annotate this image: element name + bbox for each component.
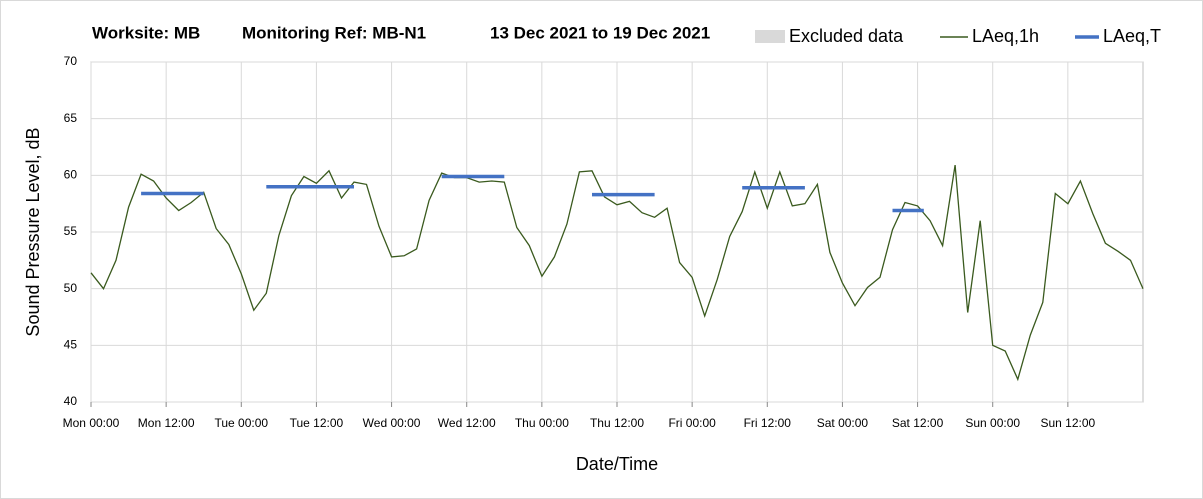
legend-label-excluded: Excluded data <box>789 26 904 46</box>
x-tick-label: Mon 12:00 <box>138 416 195 430</box>
y-tick-label: 50 <box>64 281 78 295</box>
period-line <box>141 174 924 213</box>
chart-title-worksite: Worksite: MB <box>92 23 200 42</box>
x-tick-label: Fri 12:00 <box>744 416 792 430</box>
x-tick-label: Tue 12:00 <box>290 416 344 430</box>
x-tick-label: Wed 12:00 <box>438 416 496 430</box>
x-tick-label: Mon 00:00 <box>63 416 120 430</box>
y-tick-label: 55 <box>64 224 78 238</box>
x-tick-label: Sun 00:00 <box>965 416 1020 430</box>
y-tick-label: 65 <box>64 111 78 125</box>
y-tick-label: 60 <box>64 168 78 182</box>
x-tick-label: Sat 12:00 <box>892 416 944 430</box>
x-tick-label: Sat 00:00 <box>817 416 869 430</box>
x-tick-label: Tue 00:00 <box>214 416 268 430</box>
legend-label: LAeq,T <box>1103 26 1161 46</box>
x-axis-label: Date/Time <box>576 454 658 474</box>
y-tick-label: 40 <box>64 394 78 408</box>
x-tick-label: Sun 12:00 <box>1040 416 1095 430</box>
series-line <box>90 165 1144 382</box>
chart-title-dates: 13 Dec 2021 to 19 Dec 2021 <box>490 23 710 42</box>
y-tick-label: 70 <box>64 54 78 68</box>
chart-title-ref: Monitoring Ref: MB-N1 <box>242 23 426 42</box>
x-tick-label: Fri 00:00 <box>668 416 716 430</box>
x-tick-label: Wed 00:00 <box>363 416 421 430</box>
y-tick-label: 45 <box>64 338 78 352</box>
legend-label: LAeq,1h <box>972 26 1039 46</box>
x-tick-label: Thu 12:00 <box>590 416 644 430</box>
y-axis-label: Sound Pressure Level, dB <box>23 127 43 336</box>
legend-swatch-excluded <box>755 30 785 43</box>
x-tick-label: Thu 00:00 <box>515 416 569 430</box>
